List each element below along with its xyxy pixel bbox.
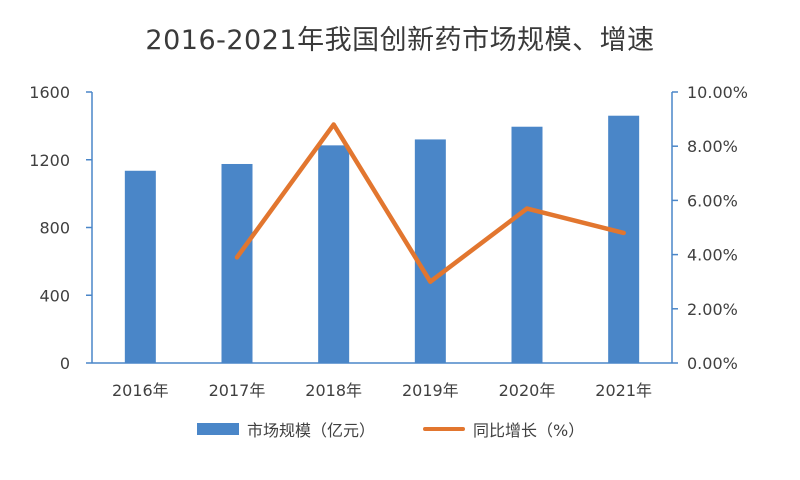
x-tick-label: 2019年: [402, 381, 459, 400]
y-right-tick-label: 8.00%: [687, 137, 738, 156]
bar-2: [221, 163, 253, 363]
bar-6: [608, 115, 640, 364]
y-left-tick-label: 1600: [29, 83, 70, 102]
y-right-tick-label: 2.00%: [687, 300, 738, 319]
y-left-tick-label: 800: [39, 219, 70, 238]
x-tick-label: 2016年: [112, 381, 169, 400]
y-right-tick-label: 0.00%: [687, 354, 738, 373]
bar-1: [124, 170, 156, 363]
y-right-tick-label: 4.00%: [687, 246, 738, 265]
legend-item-market-size: 市场规模（亿元）: [197, 417, 375, 441]
x-tick-label: 2021年: [595, 381, 652, 400]
x-tick-label: 2018年: [305, 381, 362, 400]
growth-point-3: [331, 122, 336, 127]
legend-line-swatch: [423, 427, 465, 431]
legend-label-growth: 同比增长（%）: [473, 421, 585, 440]
growth-point-4: [428, 279, 433, 284]
x-tick-label: 2020年: [499, 381, 556, 400]
y-left-tick-label: 1200: [29, 151, 70, 170]
x-tick-label: 2017年: [209, 381, 266, 400]
growth-point-5: [525, 206, 529, 211]
legend-label-market-size: 市场规模（亿元）: [247, 421, 376, 440]
y-right-tick-label: 10.00%: [687, 83, 748, 102]
y-right-tick-label: 6.00%: [687, 191, 738, 210]
y-left-tick-label: 0: [60, 354, 70, 373]
chart-title: 2016-2021年我国创新药市场规模、增速: [145, 25, 655, 56]
legend-bar-swatch: [197, 423, 239, 435]
growth-point-2: [235, 255, 239, 260]
y-left-tick-label: 400: [39, 286, 70, 305]
legend-item-growth: 同比增长（%）: [423, 417, 584, 441]
bar-3: [318, 145, 350, 363]
growth-point-6: [621, 230, 626, 235]
bar-5: [511, 126, 543, 363]
bar-4: [414, 139, 446, 363]
